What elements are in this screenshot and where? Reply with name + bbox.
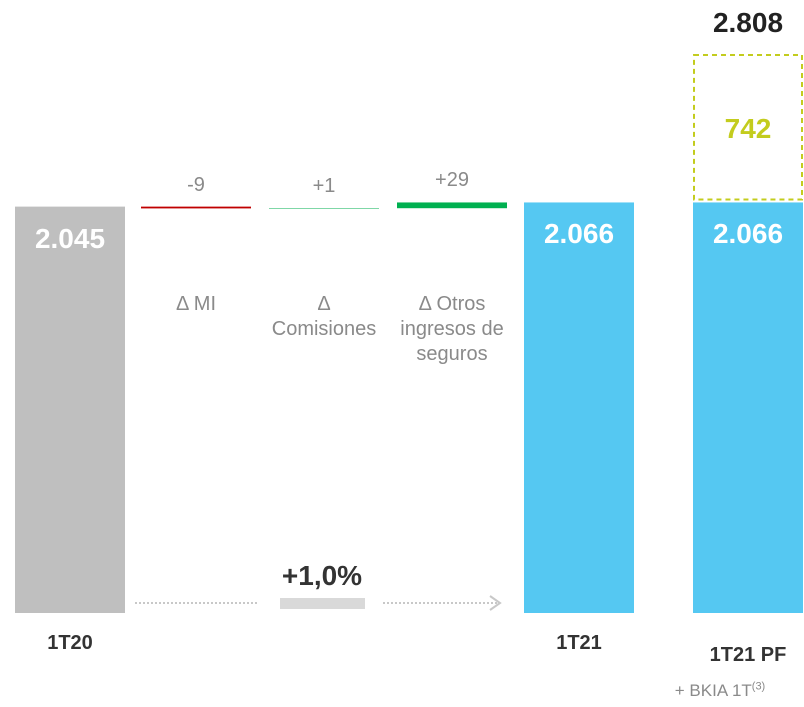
value-label: -9 [187,173,205,196]
value-label: 2.045 [34,222,106,254]
subtitle: + BKIA 1T(3) [640,680,800,701]
bar [524,202,634,613]
category-label: Δ Comisiones [271,293,377,340]
category-label: 1T21 PF [709,644,787,666]
value-label: 2.066 [543,218,615,250]
value-label: 2.066 [712,218,784,250]
value-label: +1 [312,175,336,198]
category-label: 1T21 [556,632,602,654]
subtitle-text: + BKIA 1T [674,681,752,700]
category-label: 1T20 [47,632,93,654]
category-label: Δ MI [175,293,217,315]
delta-bar [269,208,379,209]
bar [693,202,803,613]
trend-box [280,598,365,609]
total-label: 2.808 [712,7,784,38]
bar [15,206,125,613]
annotation: +1,0% [281,560,363,591]
delta-bar [141,206,251,209]
category-label: Δ Otros ingresos de seguros [400,293,504,365]
subtitle-note: (3) [751,680,766,693]
delta-bar [397,202,507,209]
trend-arrow [489,595,502,611]
added-label: 742 [724,112,772,144]
added-bar [693,54,803,201]
value-label: +29 [435,169,469,192]
